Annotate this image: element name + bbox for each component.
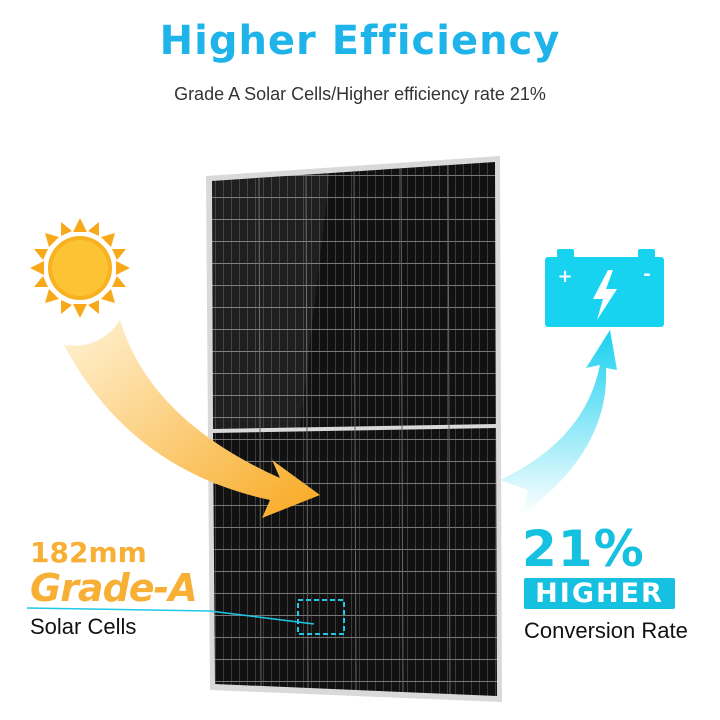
callout-line	[26, 607, 315, 625]
page-subtitle: Grade A Solar Cells/Higher efficiency ra…	[174, 84, 546, 104]
solar-cells-label: Solar Cells	[30, 614, 137, 639]
cell-size-label: 182mm	[30, 536, 147, 569]
grade-label: Grade-A	[30, 566, 198, 610]
svg-text:-: -	[643, 264, 650, 285]
battery-icon: + -	[545, 249, 664, 327]
efficiency-percent: 21%	[522, 520, 645, 578]
sun-icon	[30, 218, 130, 318]
solar-panel	[206, 156, 502, 702]
page-title: Higher Efficiency	[159, 18, 561, 64]
blue-arrow	[500, 330, 617, 515]
higher-badge: HIGHER	[524, 578, 675, 609]
svg-text:+: +	[557, 266, 572, 287]
orange-arrow	[64, 320, 320, 518]
conversion-rate-label: Conversion Rate	[524, 618, 688, 643]
